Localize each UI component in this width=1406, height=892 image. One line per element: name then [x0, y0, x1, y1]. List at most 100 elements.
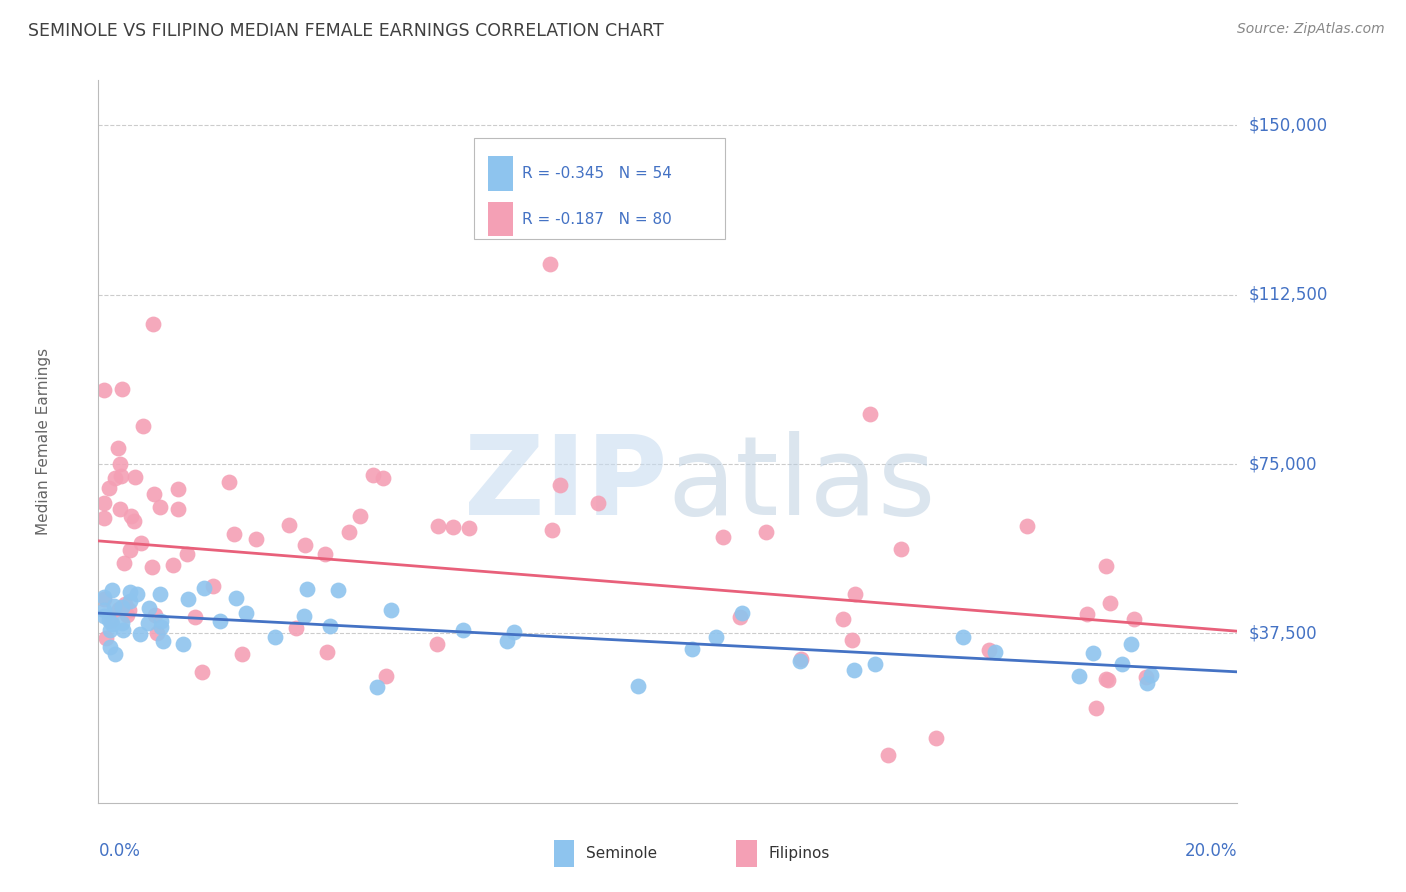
Point: [114, 556, 136, 570]
Text: R = -0.187   N = 80: R = -0.187 N = 80: [522, 211, 672, 227]
Point: [209, 614, 232, 628]
Point: [103, 599, 125, 614]
Point: [225, 591, 247, 605]
Point: [790, 652, 813, 666]
Text: $112,500: $112,500: [1249, 285, 1327, 304]
Point: [125, 587, 148, 601]
Point: [979, 643, 1001, 657]
Point: [124, 514, 146, 528]
Point: [94, 632, 117, 646]
Point: [984, 645, 1007, 659]
Point: [111, 600, 134, 615]
Point: [110, 468, 132, 483]
Point: [108, 458, 131, 472]
Point: [118, 602, 141, 616]
Point: [184, 610, 207, 624]
Point: [142, 317, 165, 331]
Point: [1122, 612, 1144, 626]
Point: [627, 679, 650, 693]
Point: [264, 630, 287, 644]
Point: [277, 517, 299, 532]
Point: [145, 625, 167, 640]
Point: [193, 581, 215, 595]
Point: [101, 582, 124, 597]
Bar: [554, 839, 575, 867]
Point: [1095, 672, 1118, 686]
Point: [380, 602, 402, 616]
Point: [441, 520, 464, 534]
Point: [108, 602, 131, 616]
Point: [550, 478, 572, 492]
Point: [118, 594, 141, 608]
Point: [245, 533, 267, 547]
Point: [235, 606, 257, 620]
Point: [451, 623, 474, 637]
Point: [349, 509, 371, 524]
Point: [98, 640, 121, 654]
Point: [1095, 558, 1118, 573]
Point: [110, 502, 132, 516]
Point: [93, 602, 115, 616]
Point: [292, 608, 315, 623]
Point: [100, 614, 122, 628]
Point: [129, 627, 152, 641]
Text: Seminole: Seminole: [586, 846, 657, 861]
Point: [1067, 668, 1090, 682]
Point: [145, 608, 167, 623]
Point: [586, 496, 609, 510]
Point: [172, 638, 194, 652]
Point: [375, 668, 398, 682]
Point: [704, 630, 727, 644]
Point: [1136, 676, 1159, 690]
Point: [136, 615, 159, 630]
Point: [294, 538, 316, 552]
Point: [224, 527, 246, 541]
Point: [1097, 673, 1119, 688]
Point: [218, 475, 240, 489]
Point: [93, 592, 115, 607]
Point: [842, 663, 865, 677]
Point: [111, 615, 134, 630]
Point: [143, 487, 166, 501]
Point: [93, 609, 115, 624]
Point: [711, 531, 734, 545]
Point: [496, 634, 519, 648]
Point: [1081, 646, 1104, 660]
Point: [541, 524, 564, 538]
Point: [114, 597, 136, 611]
Text: SEMINOLE VS FILIPINO MEDIAN FEMALE EARNINGS CORRELATION CHART: SEMINOLE VS FILIPINO MEDIAN FEMALE EARNI…: [28, 22, 664, 40]
Point: [890, 541, 912, 556]
Point: [149, 620, 172, 634]
Point: [728, 610, 751, 624]
Point: [132, 419, 155, 434]
Point: [138, 601, 160, 615]
Point: [97, 614, 120, 628]
Point: [859, 407, 882, 421]
Point: [93, 510, 115, 524]
Point: [844, 587, 866, 601]
Point: [120, 584, 142, 599]
Point: [231, 647, 253, 661]
Point: [1015, 519, 1038, 533]
Point: [538, 256, 561, 270]
Point: [115, 608, 138, 623]
Point: [118, 542, 141, 557]
Point: [131, 536, 153, 550]
Point: [295, 582, 318, 596]
Point: [149, 587, 172, 601]
Point: [101, 617, 124, 632]
Point: [152, 634, 174, 648]
Point: [503, 625, 526, 640]
Bar: [474, 138, 725, 239]
Point: [97, 481, 120, 495]
Point: [1140, 667, 1163, 681]
Bar: [488, 156, 513, 191]
Point: [107, 442, 129, 456]
Point: [427, 519, 450, 533]
Point: [925, 731, 948, 746]
Text: $75,000: $75,000: [1249, 455, 1317, 473]
Point: [176, 547, 198, 561]
Point: [363, 467, 385, 482]
Point: [314, 547, 336, 561]
Point: [337, 524, 360, 539]
